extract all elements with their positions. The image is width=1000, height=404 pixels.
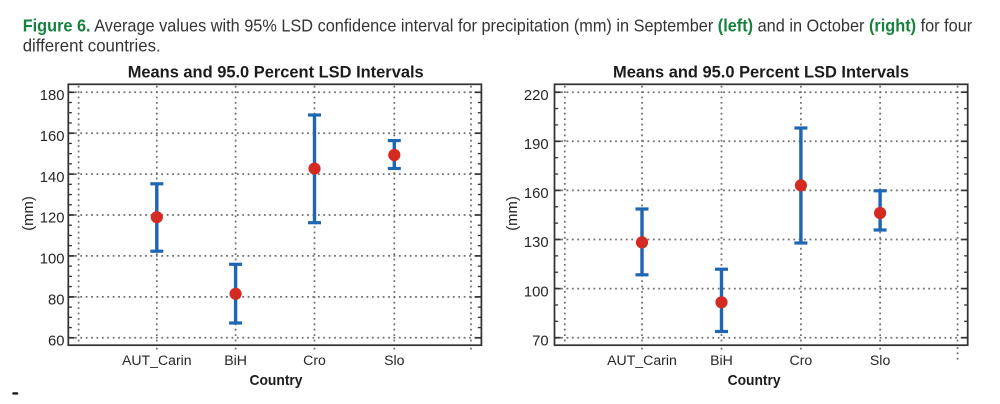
svg-text:Means and 95.0 Percent LSD Int: Means and 95.0 Percent LSD Intervals — [128, 62, 424, 81]
svg-text:190: 190 — [524, 137, 549, 153]
svg-text:100: 100 — [524, 284, 549, 300]
svg-text:Cro: Cro — [303, 352, 326, 368]
svg-text:180: 180 — [40, 88, 65, 104]
svg-text:AUT_Carin: AUT_Carin — [607, 352, 677, 368]
svg-text:140: 140 — [40, 170, 65, 186]
svg-text:Slo: Slo — [870, 352, 891, 368]
svg-text:AUT_Carin: AUT_Carin — [122, 352, 192, 368]
svg-text:different countries.: different countries. — [23, 36, 161, 56]
svg-text:220: 220 — [524, 88, 549, 104]
svg-text:130: 130 — [524, 235, 549, 251]
svg-text:BiH: BiH — [224, 352, 247, 368]
svg-text:160: 160 — [524, 186, 549, 202]
svg-text:BiH: BiH — [710, 352, 733, 368]
svg-text:Means and 95.0 Percent LSD Int: Means and 95.0 Percent LSD Intervals — [613, 62, 909, 81]
svg-text:60: 60 — [48, 334, 64, 350]
svg-text:120: 120 — [40, 211, 65, 227]
svg-text:(mm): (mm) — [21, 196, 37, 231]
svg-text:70: 70 — [532, 333, 548, 349]
svg-text:100: 100 — [40, 252, 65, 268]
svg-text:Country: Country — [250, 372, 304, 389]
svg-text:Cro: Cro — [790, 352, 813, 368]
svg-text:160: 160 — [40, 129, 65, 145]
svg-text:Figure 6. Average values with: Figure 6. Average values with 95% LSD co… — [23, 15, 973, 35]
svg-text:Slo: Slo — [384, 352, 405, 368]
svg-text:(mm): (mm) — [505, 196, 521, 231]
svg-text:80: 80 — [48, 293, 64, 309]
svg-text:Country: Country — [728, 372, 782, 389]
